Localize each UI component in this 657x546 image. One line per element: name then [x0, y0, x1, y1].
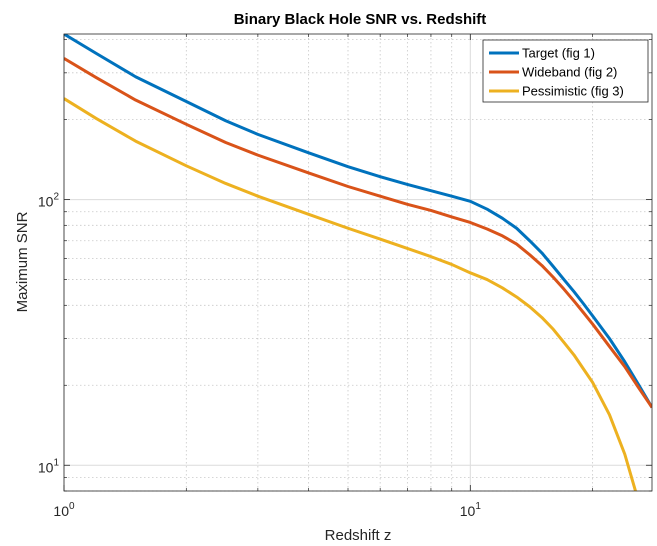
legend-label-3: Pessimistic (fig 3) — [522, 84, 624, 99]
x-axis-label: Redshift z — [325, 527, 392, 544]
y-axis-label: Maximum SNR — [14, 211, 31, 312]
chart-title: Binary Black Hole SNR vs. Redshift — [234, 11, 487, 28]
legend-label-1: Target (fig 1) — [522, 46, 595, 61]
legend-label-2: Wideband (fig 2) — [522, 65, 617, 80]
plot-area — [64, 34, 652, 491]
legend: Target (fig 1) Wideband (fig 2) Pessimisti… — [483, 40, 648, 102]
